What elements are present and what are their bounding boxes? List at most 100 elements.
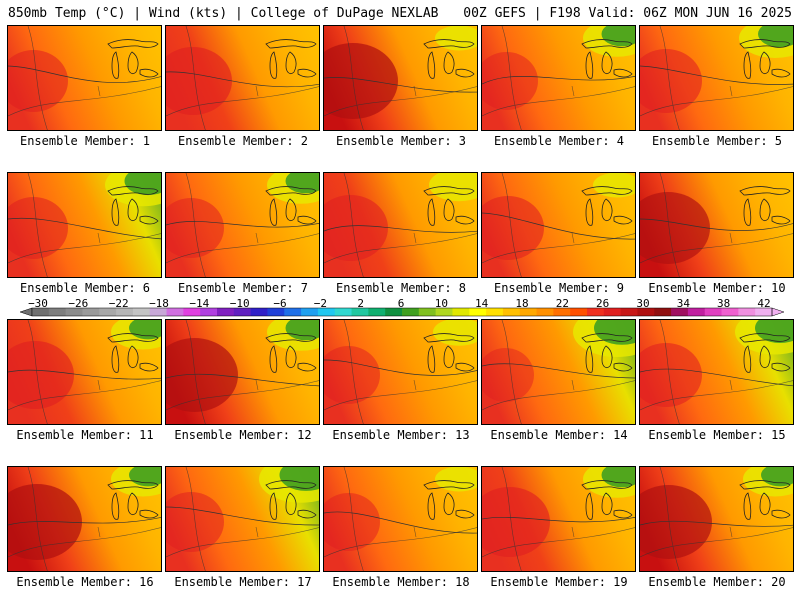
- colorbar-tick-label: −22: [108, 297, 129, 310]
- ensemble-member-label: Ensemble Member: 8: [335, 281, 467, 295]
- ensemble-member-map: [165, 466, 320, 572]
- colorbar-swatch: [620, 308, 638, 316]
- ensemble-member-map: [639, 25, 794, 131]
- colorbar-swatch: [183, 308, 201, 316]
- ensemble-member-map: [481, 319, 636, 425]
- colorbar-tick-label: 10: [434, 297, 448, 310]
- colorbar-swatch: [351, 308, 369, 316]
- ensemble-member-map: [7, 172, 162, 278]
- colorbar-tick-label: −30: [28, 297, 48, 310]
- colorbar-swatch: [200, 308, 218, 316]
- colorbar-arrow-high: [771, 307, 784, 317]
- colorbar-swatch: [99, 308, 117, 316]
- ensemble-member-label: Ensemble Member: 15: [648, 428, 786, 442]
- ensemble-member-map: [323, 172, 478, 278]
- colorbar-tick-label: −14: [189, 297, 210, 310]
- colorbar-swatch: [65, 308, 83, 316]
- ensemble-member-label: Ensemble Member: 7: [177, 281, 309, 295]
- colorbar-tick-label: 22: [555, 297, 569, 310]
- ensemble-member-map: [165, 319, 320, 425]
- colorbar-tick-label: 26: [596, 297, 610, 310]
- colorbar-tick-label: 34: [676, 297, 690, 310]
- colorbar-swatch: [166, 308, 184, 316]
- colorbar-swatch: [435, 308, 453, 316]
- colorbar-swatch: [267, 308, 285, 316]
- colorbar-swatch: [452, 308, 470, 316]
- colorbar-swatch: [48, 308, 67, 316]
- colorbar-swatch: [233, 308, 252, 316]
- ensemble-member-map: [165, 25, 320, 131]
- colorbar-tick-label: −26: [68, 297, 89, 310]
- ensemble-member-map: [323, 466, 478, 572]
- ensemble-member-label: Ensemble Member: 5: [651, 134, 783, 148]
- colorbar-swatch: [687, 308, 706, 316]
- ensemble-member-label: Ensemble Member: 11: [16, 428, 154, 442]
- ensemble-member-label: Ensemble Member: 17: [174, 575, 312, 589]
- colorbar-swatch: [654, 308, 672, 316]
- map-title: 850mb Temp (°C) | Wind (kts) | College o…: [8, 6, 439, 21]
- colorbar-swatch: [738, 308, 756, 316]
- ensemble-member-map: [165, 172, 320, 278]
- ensemble-member-map: [323, 25, 478, 131]
- ensemble-member-label: Ensemble Member: 3: [335, 134, 467, 148]
- colorbar-swatch: [317, 308, 336, 316]
- colorbar-swatch: [637, 308, 655, 316]
- colorbar-tick-label: 38: [717, 297, 731, 310]
- ensemble-member-label: Ensemble Member: 14: [490, 428, 628, 442]
- colorbar-tick-label: 30: [636, 297, 650, 310]
- colorbar-swatch: [603, 308, 622, 316]
- colorbar-swatch: [486, 308, 504, 316]
- colorbar-swatch: [250, 308, 268, 316]
- ensemble-member-map: [639, 319, 794, 425]
- ensemble-member-label: Ensemble Member: 12: [174, 428, 312, 442]
- colorbar-swatch: [368, 308, 386, 316]
- ensemble-member-label: Ensemble Member: 9: [493, 281, 625, 295]
- ensemble-member-map: [481, 25, 636, 131]
- ensemble-member-label: Ensemble Member: 6: [19, 281, 151, 295]
- colorbar-tick-label: −18: [149, 297, 169, 310]
- colorbar-swatch: [149, 308, 168, 316]
- colorbar-swatch: [587, 308, 605, 316]
- colorbar-swatch: [402, 308, 420, 316]
- colorbar-swatch: [334, 308, 353, 316]
- ensemble-member-label: Ensemble Member: 20: [648, 575, 786, 589]
- ensemble-member-label: Ensemble Member: 4: [493, 134, 625, 148]
- colorbar-swatch: [502, 308, 521, 316]
- colorbar-tick-label: 18: [515, 297, 529, 310]
- colorbar-tick-label: 42: [757, 297, 771, 310]
- colorbar-swatch: [116, 308, 134, 316]
- ensemble-member-label: Ensemble Member: 19: [490, 575, 628, 589]
- ensemble-member-label: Ensemble Member: 1: [19, 134, 151, 148]
- colorbar-swatch: [217, 308, 235, 316]
- ensemble-member-label: Ensemble Member: 10: [648, 281, 786, 295]
- colorbar-tick-label: −10: [229, 297, 250, 310]
- ensemble-member-label: Ensemble Member: 18: [332, 575, 470, 589]
- colorbar-swatch: [301, 308, 319, 316]
- ensemble-member-map: [7, 25, 162, 131]
- ensemble-member-map: [7, 319, 162, 425]
- colorbar-swatch: [32, 308, 50, 316]
- ensemble-member-map: [639, 466, 794, 572]
- colorbar-swatch: [469, 308, 487, 316]
- run-valid-time: 00Z GEFS | F198 Valid: 06Z MON JUN 16 20…: [463, 6, 792, 21]
- colorbar-swatch: [519, 308, 538, 316]
- colorbar-swatch: [755, 308, 773, 316]
- colorbar-swatch: [82, 308, 100, 316]
- ensemble-member-map: [481, 172, 636, 278]
- ensemble-member-map: [7, 466, 162, 572]
- ensemble-member-label: Ensemble Member: 2: [177, 134, 309, 148]
- colorbar-swatch: [385, 308, 403, 316]
- ensemble-member-label: Ensemble Member: 16: [16, 575, 154, 589]
- colorbar-swatch: [536, 308, 554, 316]
- colorbar-swatch: [132, 308, 151, 316]
- temperature-colorbar: [20, 307, 784, 317]
- colorbar-swatch: [671, 308, 689, 316]
- ensemble-member-map: [323, 319, 478, 425]
- colorbar-swatch: [704, 308, 723, 316]
- colorbar-swatch: [570, 308, 588, 316]
- ensemble-member-label: Ensemble Member: 13: [332, 428, 470, 442]
- colorbar-swatch: [553, 308, 571, 316]
- ensemble-member-map: [481, 466, 636, 572]
- colorbar-tick-label: 6: [397, 297, 405, 310]
- ensemble-member-map: [639, 172, 794, 278]
